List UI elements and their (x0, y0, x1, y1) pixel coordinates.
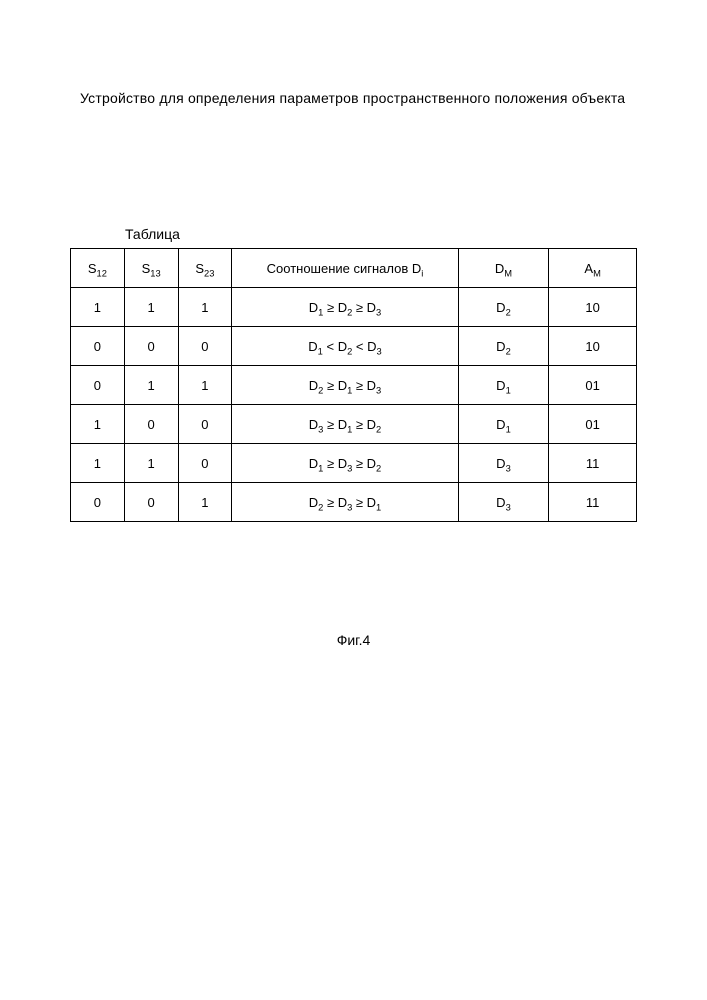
cell-relation: D2 ≥ D3 ≥ D1 (232, 483, 458, 522)
th-s12: S12 (71, 249, 125, 288)
cell-relation: D1 < D2 < D3 (232, 327, 458, 366)
table-row: 0 0 0 D1 < D2 < D3 D2 10 (71, 327, 637, 366)
cell-s13: 0 (124, 483, 178, 522)
th-s23: S23 (178, 249, 232, 288)
table-caption: Таблица (125, 226, 637, 242)
cell-am: 10 (549, 327, 637, 366)
cell-am: 11 (549, 444, 637, 483)
cell-s13: 1 (124, 288, 178, 327)
cell-s13: 0 (124, 327, 178, 366)
document-page: Устройство для определения параметров пр… (0, 0, 707, 1000)
table-body: 1 1 1 D1 ≥ D2 ≥ D3 D2 10 0 0 0 D1 < D2 <… (71, 288, 637, 522)
cell-s12: 1 (71, 405, 125, 444)
cell-s23: 0 (178, 444, 232, 483)
cell-dm: D3 (458, 483, 549, 522)
table-header-row: S12 S13 S23 Соотношение сигналов Di DM A… (71, 249, 637, 288)
cell-s12: 0 (71, 366, 125, 405)
th-dm: DM (458, 249, 549, 288)
cell-s13: 1 (124, 366, 178, 405)
table-row: 1 1 0 D1 ≥ D3 ≥ D2 D3 11 (71, 444, 637, 483)
cell-s13: 1 (124, 444, 178, 483)
document-title: Устройство для определения параметров пр… (80, 90, 637, 106)
cell-dm: D2 (458, 288, 549, 327)
cell-dm: D1 (458, 405, 549, 444)
cell-relation: D2 ≥ D1 ≥ D3 (232, 366, 458, 405)
cell-relation: D1 ≥ D3 ≥ D2 (232, 444, 458, 483)
table-row: 1 1 1 D1 ≥ D2 ≥ D3 D2 10 (71, 288, 637, 327)
cell-dm: D1 (458, 366, 549, 405)
cell-s23: 0 (178, 405, 232, 444)
figure-label: Фиг.4 (70, 632, 637, 648)
cell-dm: D3 (458, 444, 549, 483)
cell-s12: 0 (71, 327, 125, 366)
table-row: 1 0 0 D3 ≥ D1 ≥ D2 D1 01 (71, 405, 637, 444)
table-row: 0 1 1 D2 ≥ D1 ≥ D3 D1 01 (71, 366, 637, 405)
th-s13: S13 (124, 249, 178, 288)
table-row: 0 0 1 D2 ≥ D3 ≥ D1 D3 11 (71, 483, 637, 522)
cell-s23: 0 (178, 327, 232, 366)
th-am: AM (549, 249, 637, 288)
cell-am: 11 (549, 483, 637, 522)
cell-am: 10 (549, 288, 637, 327)
cell-s23: 1 (178, 366, 232, 405)
cell-am: 01 (549, 366, 637, 405)
cell-s12: 0 (71, 483, 125, 522)
cell-s12: 1 (71, 288, 125, 327)
cell-s13: 0 (124, 405, 178, 444)
cell-s23: 1 (178, 483, 232, 522)
cell-s23: 1 (178, 288, 232, 327)
cell-relation: D3 ≥ D1 ≥ D2 (232, 405, 458, 444)
cell-am: 01 (549, 405, 637, 444)
cell-relation: D1 ≥ D2 ≥ D3 (232, 288, 458, 327)
signal-table: S12 S13 S23 Соотношение сигналов Di DM A… (70, 248, 637, 522)
cell-dm: D2 (458, 327, 549, 366)
cell-s12: 1 (71, 444, 125, 483)
th-relation: Соотношение сигналов Di (232, 249, 458, 288)
